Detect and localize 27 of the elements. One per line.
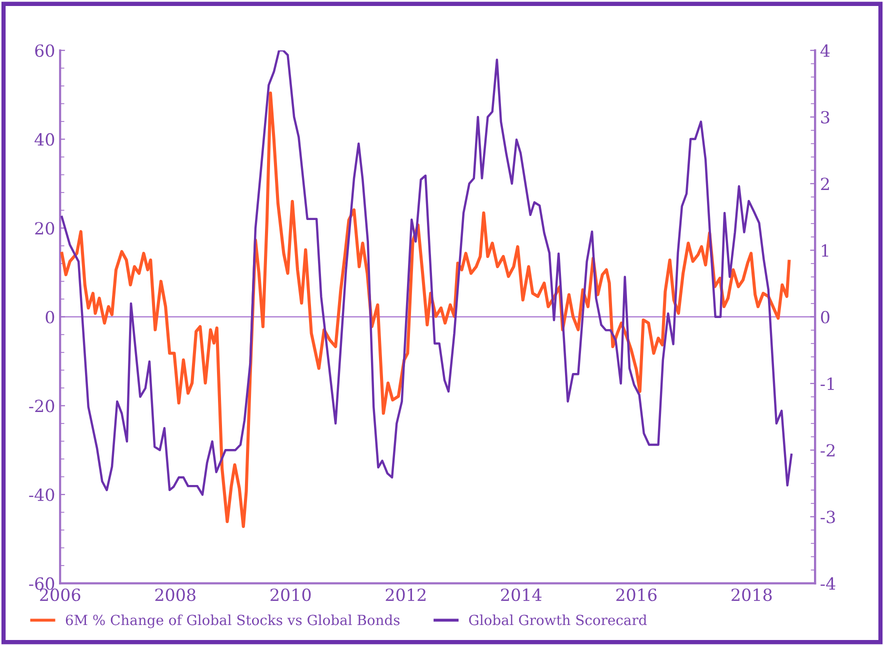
- x-tick-label: 2018: [732, 588, 772, 602]
- y2-tick-label: 2: [821, 178, 829, 190]
- y2-tick-label: -4: [820, 577, 836, 590]
- x-tick-label: 2010: [270, 588, 311, 602]
- y2-tick-label: 1: [822, 244, 828, 257]
- legend-label: 6M % Change of Global Stocks vs Global Bonds: [66, 614, 400, 628]
- y-tick-label: 60: [35, 44, 54, 57]
- y2-tick-label: -2: [820, 444, 835, 456]
- x-tick-label: 2008: [155, 588, 196, 602]
- y2-tick-label: 3: [821, 110, 830, 124]
- x-tick-label: 2006: [40, 588, 80, 602]
- line-series: [60, 91, 791, 528]
- y2-tick-label: -3: [820, 510, 835, 524]
- y-tick-label: -20: [29, 400, 54, 412]
- y-tick-label: 0: [46, 310, 54, 324]
- legend-label: Global Growth Scorecard: [469, 614, 647, 626]
- y-tick-label: 40: [34, 133, 54, 146]
- x-tick-label: 2016: [616, 588, 657, 602]
- y-tick-label: -40: [29, 488, 54, 502]
- y2-tick-label: 0: [821, 310, 830, 324]
- y-tick-label: 20: [35, 222, 54, 235]
- y-tick-label: -60: [29, 577, 54, 590]
- x-tick-label: 2012: [386, 588, 426, 602]
- y2-tick-label: -1: [820, 377, 834, 390]
- y2-tick-label: 4: [820, 44, 830, 57]
- line-series: [60, 50, 793, 496]
- x-tick-label: 2014: [501, 588, 542, 602]
